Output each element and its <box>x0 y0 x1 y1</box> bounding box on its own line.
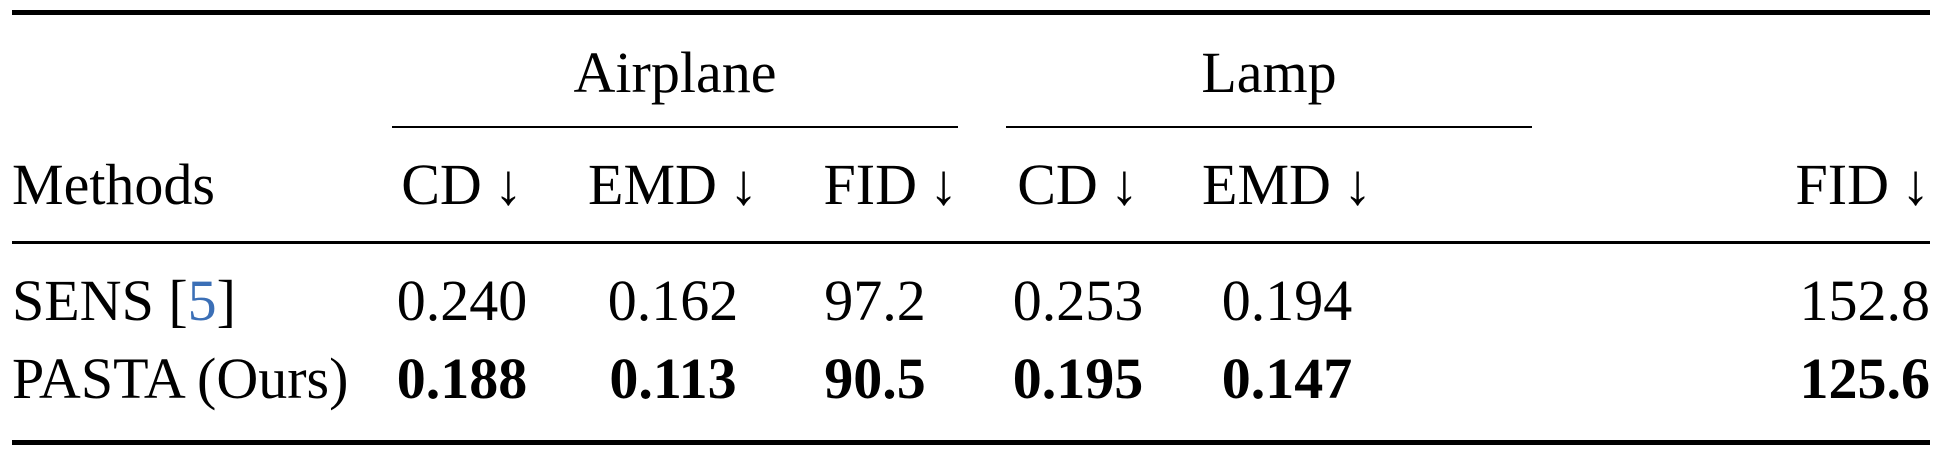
down-arrow-icon: ↓ <box>1901 152 1930 217</box>
lamp-fid-header: FID ↓ <box>1795 152 1930 217</box>
down-arrow-icon: ↓ <box>1109 152 1139 217</box>
down-arrow-icon: ↓ <box>1342 152 1372 217</box>
down-arrow-icon: ↓ <box>929 152 958 217</box>
methods-header: Methods <box>12 152 215 217</box>
lamp-emd-header: EMD ↓ <box>1202 152 1372 217</box>
pasta-lamp-fid: 125.6 <box>1799 346 1931 411</box>
airplane-fid-header: FID ↓ <box>823 152 958 217</box>
sens-lamp-cd: 0.253 <box>1012 268 1144 333</box>
pasta-lamp-emd: 0.147 <box>1221 346 1353 411</box>
airplane-emd-header: EMD ↓ <box>588 152 758 217</box>
sens-lamp-emd: 0.194 <box>1221 268 1353 333</box>
down-arrow-icon: ↓ <box>493 152 523 217</box>
airplane-cd-header: CD ↓ <box>401 152 523 217</box>
airplane-cmidrule <box>392 126 958 128</box>
sens-airplane-emd: 0.162 <box>607 268 739 333</box>
pasta-lamp-cd: 0.195 <box>1012 346 1144 411</box>
group-header-lamp: Lamp <box>1201 40 1337 105</box>
method-cell-pasta: PASTA (Ours) <box>12 346 349 411</box>
method-cell-sens: SENS [5] <box>12 268 236 333</box>
citation-link[interactable]: 5 <box>187 268 217 333</box>
pasta-airplane-cd: 0.188 <box>396 346 528 411</box>
top-rule <box>12 10 1930 15</box>
results-table: Airplane Lamp Methods CD ↓ EMD ↓ FID ↓ CD ↓ … <box>12 0 1930 454</box>
down-arrow-icon: ↓ <box>728 152 758 217</box>
group-header-airplane: Airplane <box>573 40 777 105</box>
lamp-cd-header: CD ↓ <box>1017 152 1139 217</box>
lamp-cmidrule <box>1006 126 1532 128</box>
bottom-rule <box>12 440 1930 445</box>
header-rule <box>12 241 1930 244</box>
sens-airplane-cd: 0.240 <box>396 268 528 333</box>
sens-lamp-fid: 152.8 <box>1799 268 1931 333</box>
pasta-airplane-emd: 0.113 <box>609 346 737 411</box>
pasta-airplane-fid: 90.5 <box>824 346 926 411</box>
sens-airplane-fid: 97.2 <box>824 268 926 333</box>
